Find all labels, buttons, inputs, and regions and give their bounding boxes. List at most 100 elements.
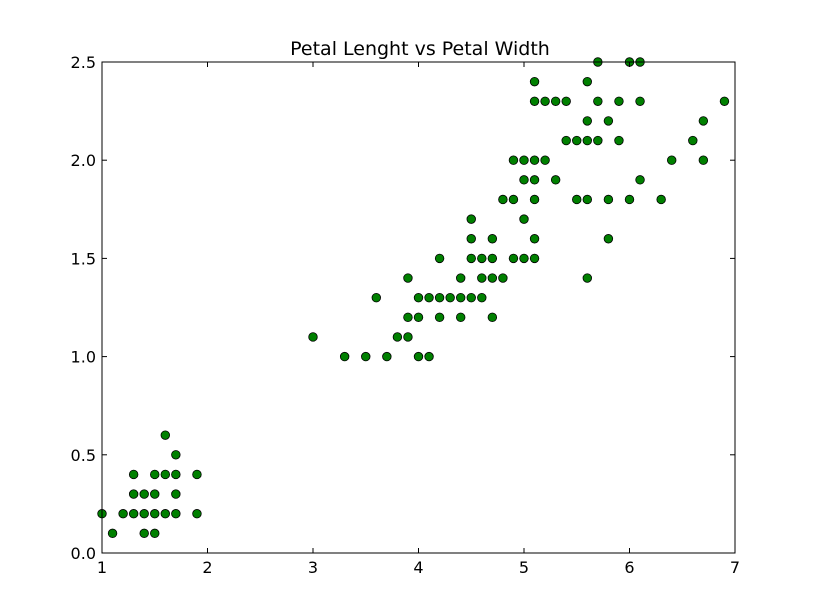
x-tick-label: 3 (308, 558, 318, 577)
data-point (434, 253, 445, 264)
data-point (403, 273, 413, 283)
data-point (160, 509, 171, 519)
data-point (150, 489, 160, 499)
plot-frame (101, 61, 736, 554)
data-point (424, 351, 434, 362)
data-point (456, 273, 466, 283)
data-point (698, 155, 709, 165)
data-point (529, 194, 540, 205)
data-point (582, 116, 593, 126)
data-point (171, 489, 181, 499)
data-point (614, 135, 624, 146)
data-point (498, 194, 508, 205)
data-point (382, 351, 392, 362)
data-point (656, 194, 666, 205)
data-point (614, 96, 624, 106)
data-point (529, 253, 540, 264)
data-point (487, 234, 498, 244)
data-point (171, 450, 181, 460)
data-point (403, 312, 413, 323)
data-point (635, 96, 645, 106)
data-point (519, 253, 529, 264)
data-point (192, 469, 202, 480)
data-point (171, 509, 181, 519)
data-point (434, 292, 445, 303)
data-point (508, 155, 519, 165)
data-point (719, 96, 730, 106)
data-point (561, 135, 571, 146)
data-point (128, 469, 139, 480)
data-point (529, 234, 540, 244)
x-tick-label: 5 (519, 558, 529, 577)
data-point (456, 312, 466, 323)
data-point (624, 194, 635, 205)
y-tick-label: 0.5 (71, 446, 96, 465)
x-tick-label: 7 (730, 558, 740, 577)
data-point (487, 253, 498, 264)
data-point (582, 135, 593, 146)
data-point (392, 332, 403, 342)
data-point (445, 292, 455, 303)
data-point (508, 253, 519, 264)
data-point (529, 155, 540, 165)
data-point (582, 194, 593, 205)
data-point (593, 135, 603, 146)
data-point (434, 312, 445, 323)
data-point (572, 194, 582, 205)
data-point (477, 292, 487, 303)
data-point (424, 292, 434, 303)
data-point (519, 155, 529, 165)
data-point (529, 96, 540, 106)
data-point (466, 253, 476, 264)
data-point (477, 273, 487, 283)
data-point (487, 273, 498, 283)
data-point (150, 509, 160, 519)
data-point (529, 175, 540, 185)
y-tick-label: 0.0 (71, 544, 96, 563)
tick-labels: 1 2 3 4 5 6 7 0.0 0.5 1.0 1.5 2.0 2.5 (71, 53, 741, 577)
data-point (519, 214, 529, 224)
y-tick-label: 1.5 (71, 249, 96, 268)
data-point (171, 469, 181, 480)
data-point (688, 135, 698, 146)
data-point (477, 253, 487, 264)
x-tick-label: 2 (202, 558, 212, 577)
data-point (466, 234, 476, 244)
data-point (603, 234, 614, 244)
data-point (128, 509, 139, 519)
data-point (635, 175, 645, 185)
data-point (519, 175, 529, 185)
data-point (572, 135, 582, 146)
data-point (160, 469, 171, 480)
data-point (540, 155, 550, 165)
data-point (603, 116, 614, 126)
data-point (593, 96, 603, 106)
y-tick-label: 1.0 (71, 348, 96, 367)
data-point (667, 155, 677, 165)
data-point (582, 76, 593, 87)
y-tick-label: 2.0 (71, 151, 96, 170)
chart-title: Petal Lenght vs Petal Width (290, 38, 550, 60)
data-point (128, 489, 139, 499)
data-point (550, 175, 561, 185)
data-point (498, 273, 508, 283)
data-point (107, 528, 118, 539)
data-point (466, 214, 476, 224)
data-point (582, 273, 593, 283)
data-point (413, 312, 424, 323)
data-point (456, 292, 466, 303)
data-point (361, 351, 371, 362)
data-point (698, 116, 709, 126)
x-tick-label: 1 (97, 558, 107, 577)
data-point (540, 96, 550, 106)
data-point (118, 509, 128, 519)
data-point (339, 351, 350, 362)
data-point (413, 351, 424, 362)
data-point (561, 96, 571, 106)
data-point (550, 96, 561, 106)
data-point (192, 509, 202, 519)
y-tick-label: 2.5 (71, 53, 96, 72)
data-point (139, 489, 149, 499)
